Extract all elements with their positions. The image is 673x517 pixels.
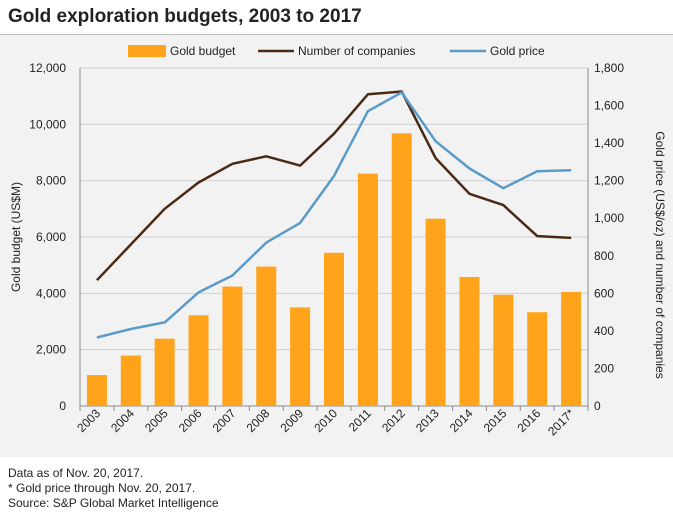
legend-label-gold-price: Gold price: [490, 44, 545, 58]
page-title: Gold exploration budgets, 2003 to 2017: [8, 6, 362, 27]
y2-tick-label: 1,000: [594, 211, 624, 225]
y2-tick-label: 0: [594, 399, 601, 413]
bar-gold-budget: [86, 375, 107, 406]
bar-gold-budget: [256, 266, 277, 406]
x-tick-label: 2017*: [545, 406, 577, 438]
y-tick-label: 8,000: [36, 174, 66, 188]
bar-gold-budget: [120, 355, 141, 406]
y-tick-label: 2,000: [36, 343, 66, 357]
footnote-data-date: Data as of Nov. 20, 2017.: [8, 466, 144, 480]
x-tick-label: 2014: [447, 406, 476, 435]
y2-tick-label: 1,600: [594, 99, 624, 113]
bar-gold-budget: [561, 291, 582, 406]
footnote-source: Source: S&P Global Market Intelligence: [8, 496, 219, 510]
line-gold-price: [96, 91, 572, 339]
title-divider: [0, 34, 673, 35]
x-tick-label: 2016: [515, 406, 544, 435]
x-tick-label: 2010: [311, 406, 340, 435]
line-number-of-companies: [95, 90, 572, 282]
legend-label-gold-budget: Gold budget: [170, 44, 236, 58]
bar-gold-budget: [527, 312, 548, 406]
x-tick-label: 2008: [244, 406, 273, 435]
footnotes: Data as of Nov. 20, 2017. * Gold price t…: [8, 466, 219, 511]
y-tick-label: 4,000: [36, 286, 66, 300]
bar-gold-budget: [290, 307, 311, 406]
y-tick-label: 12,000: [29, 61, 66, 75]
y-tick-label: 0: [59, 399, 66, 413]
bar-gold-budget: [357, 173, 378, 406]
bar-gold-budget: [154, 338, 175, 406]
bar-gold-budget: [391, 133, 412, 406]
y2-tick-label: 1,800: [594, 61, 624, 75]
legend-swatch-gold-budget: [128, 45, 166, 57]
y2-tick-label: 600: [594, 286, 614, 300]
y2-tick-label: 400: [594, 324, 614, 338]
x-tick-label: 2015: [481, 406, 510, 435]
y2-tick-label: 1,200: [594, 174, 624, 188]
y2-axis-title: Gold price (US$/oz) and number of compan…: [653, 131, 667, 378]
x-tick-label: 2011: [346, 406, 374, 434]
y2-tick-label: 800: [594, 249, 614, 263]
y2-tick-label: 1,400: [594, 136, 624, 150]
bar-gold-budget: [188, 315, 209, 406]
x-tick-label: 2007: [210, 406, 239, 435]
x-tick-label: 2003: [74, 406, 103, 435]
y-axis-title: Gold budget (US$M): [9, 182, 23, 292]
bar-gold-budget: [222, 286, 243, 406]
legend-label-number-of-companies: Number of companies: [298, 44, 415, 58]
footnote-gold-price: * Gold price through Nov. 20, 2017.: [8, 481, 196, 495]
x-tick-label: 2006: [176, 406, 205, 435]
x-tick-label: 2013: [413, 406, 442, 435]
y-tick-label: 10,000: [29, 117, 66, 131]
bar-gold-budget: [324, 252, 344, 406]
y2-tick-label: 200: [594, 361, 614, 375]
x-tick-label: 2009: [277, 406, 306, 435]
bar-gold-budget: [493, 294, 514, 406]
y-tick-label: 6,000: [36, 230, 66, 244]
bar-gold-budget: [459, 276, 480, 406]
x-tick-label: 2004: [108, 406, 137, 435]
x-tick-label: 2012: [379, 406, 408, 435]
x-tick-label: 2005: [142, 406, 171, 435]
bar-gold-budget: [425, 218, 446, 406]
